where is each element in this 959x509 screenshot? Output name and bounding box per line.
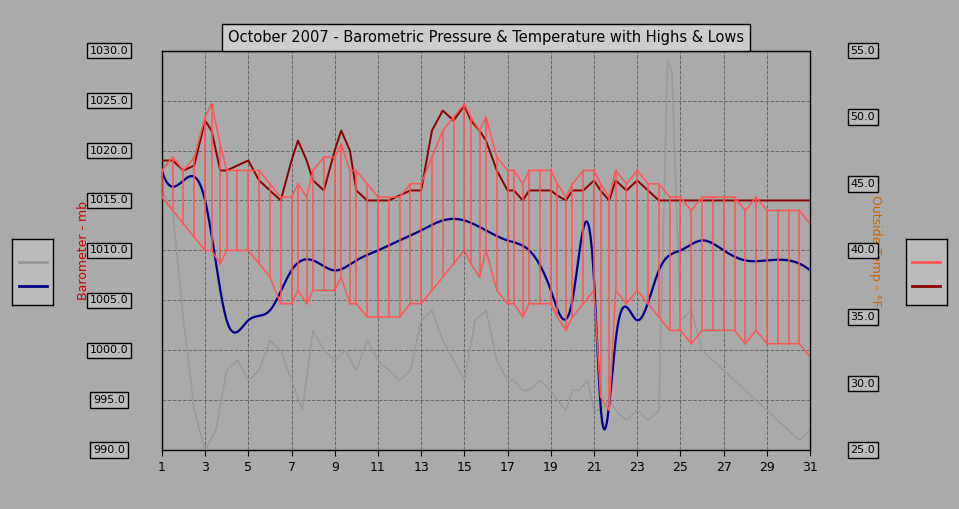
Text: 30.0: 30.0: [851, 379, 876, 388]
Text: 35.0: 35.0: [851, 312, 876, 322]
Text: 1010.0: 1010.0: [90, 245, 129, 256]
Text: 45.0: 45.0: [851, 179, 876, 189]
Text: 25.0: 25.0: [851, 445, 876, 455]
Text: 990.0: 990.0: [93, 445, 125, 455]
Text: 1020.0: 1020.0: [90, 146, 129, 156]
Text: 50.0: 50.0: [851, 112, 876, 122]
Title: October 2007 - Barometric Pressure & Temperature with Highs & Lows: October 2007 - Barometric Pressure & Tem…: [228, 30, 744, 45]
Text: 1030.0: 1030.0: [90, 46, 129, 55]
Y-axis label: Outside Temp - °F: Outside Temp - °F: [869, 194, 881, 306]
Text: 1000.0: 1000.0: [90, 345, 129, 355]
Text: 40.0: 40.0: [851, 245, 876, 256]
Text: 1005.0: 1005.0: [90, 295, 129, 305]
Text: 1025.0: 1025.0: [90, 96, 129, 105]
Text: 1015.0: 1015.0: [90, 195, 129, 206]
Text: 995.0: 995.0: [93, 395, 125, 405]
Y-axis label: Barometer - mb: Barometer - mb: [78, 201, 90, 300]
Text: 55.0: 55.0: [851, 46, 876, 55]
